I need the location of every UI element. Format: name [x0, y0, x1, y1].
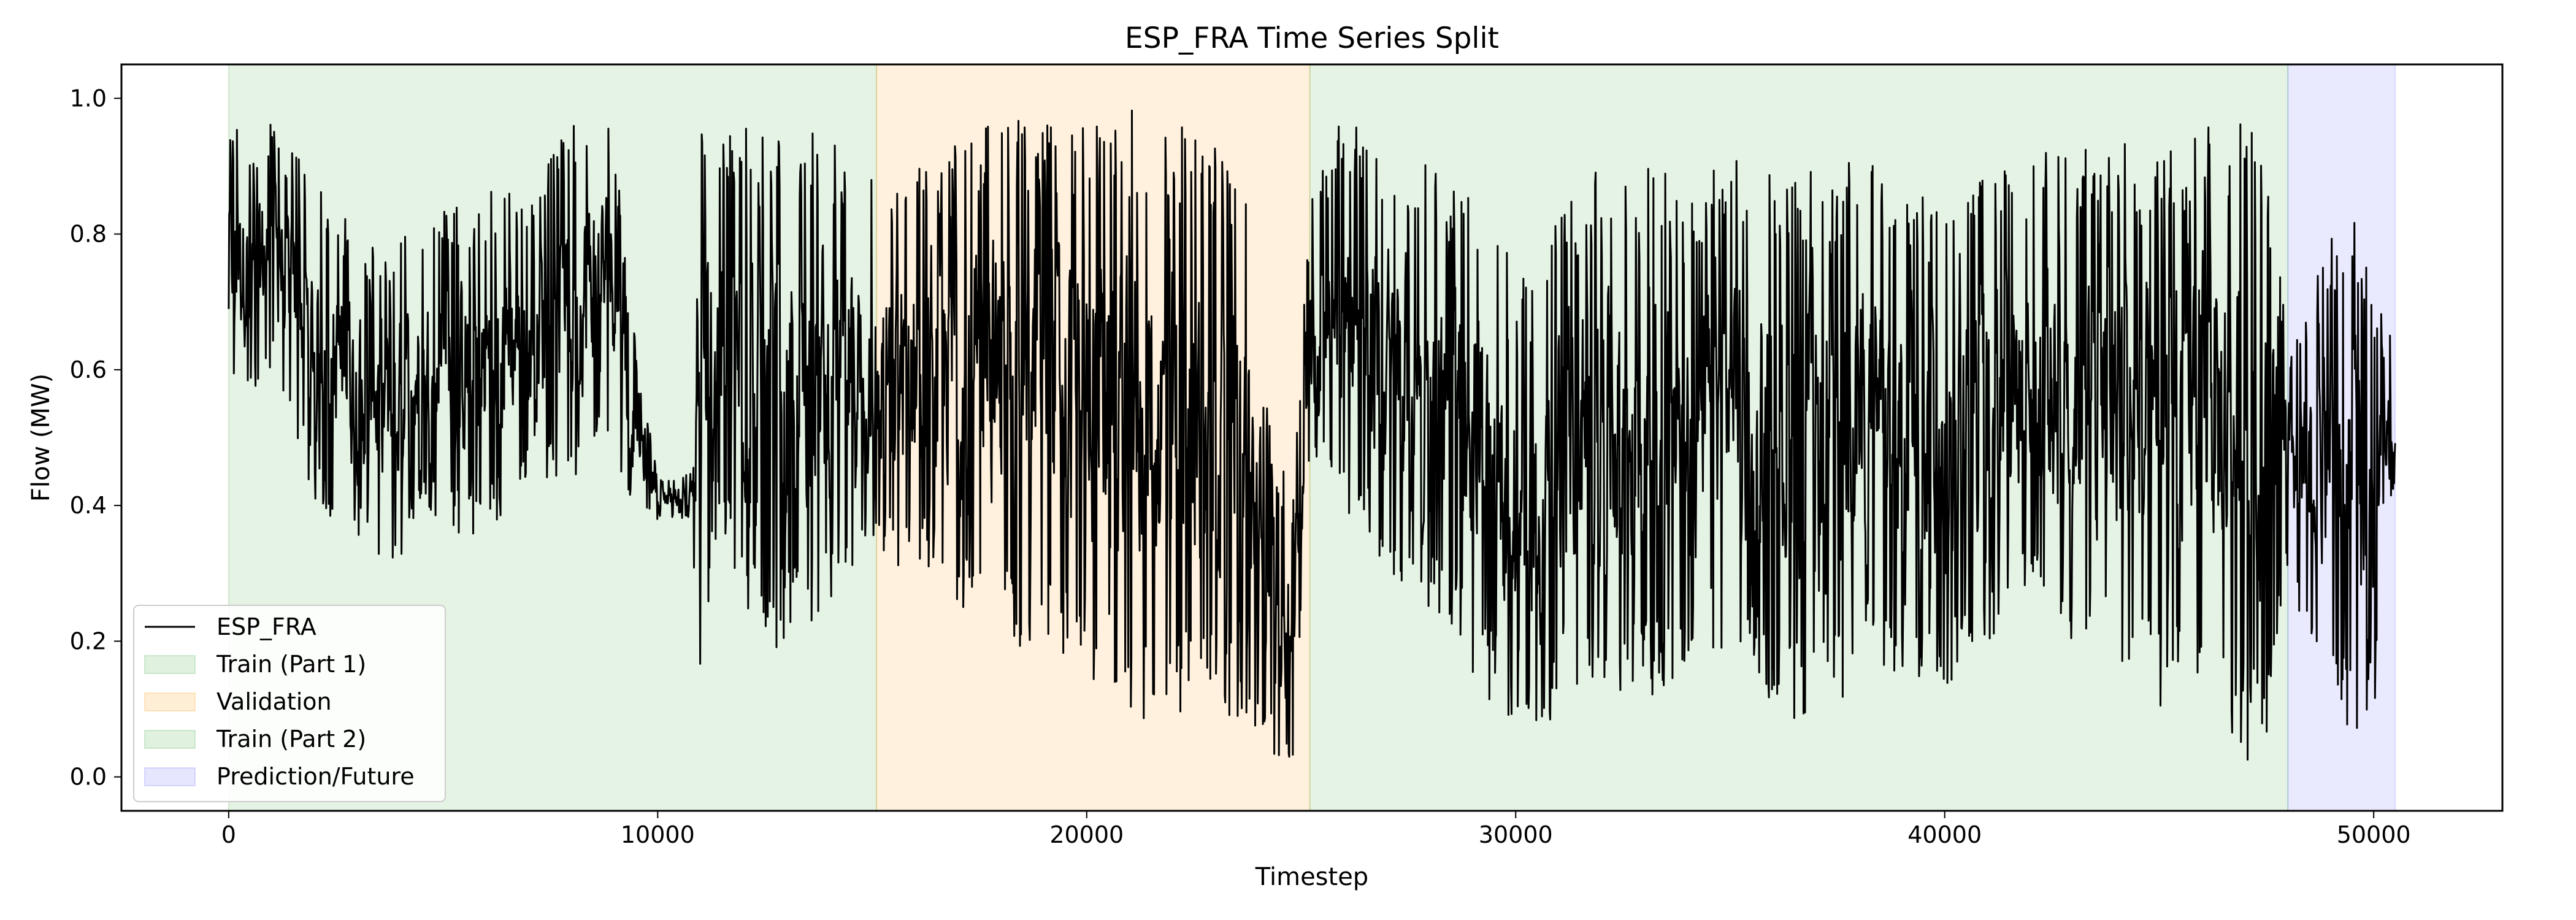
legend-label: Train (Part 2) — [216, 726, 366, 753]
y-axis-ticks: 0.0 0.2 0.4 0.6 0.8 1.0 — [70, 85, 121, 791]
x-axis-label: Timestep — [1255, 863, 1368, 891]
legend-label: Validation — [217, 688, 332, 715]
series-group — [228, 109, 2396, 761]
y-tick-label: 0.0 — [70, 764, 107, 791]
legend-swatch-span — [144, 655, 196, 674]
series-line-esp-fra — [228, 109, 2396, 761]
legend-label: Train (Part 1) — [216, 651, 366, 678]
legend: ESP_FRA Train (Part 1) Validation Train (Pa… — [133, 605, 446, 802]
y-tick-label: 0.2 — [70, 627, 107, 654]
y-tick-label: 0.8 — [70, 221, 107, 248]
x-axis-ticks: 0 10000 20000 30000 40000 50000 — [221, 811, 2411, 848]
y-tick-label: 0.6 — [70, 356, 107, 383]
chart-title: ESP_FRA Time Series Split — [1125, 21, 1499, 55]
x-tick-label: 20000 — [1049, 821, 1124, 848]
x-tick-label: 0 — [221, 821, 236, 848]
x-tick-label: 30000 — [1479, 821, 1553, 848]
legend-swatch-span — [144, 767, 196, 786]
y-tick-label: 1.0 — [70, 85, 107, 112]
x-tick-label: 40000 — [1907, 821, 1982, 848]
legend-swatch-span — [144, 692, 196, 711]
y-tick-label: 0.4 — [70, 492, 107, 519]
legend-box — [133, 605, 446, 802]
axes-frame — [120, 63, 2504, 812]
legend-label: ESP_FRA — [217, 613, 316, 640]
x-tick-label: 50000 — [2337, 821, 2411, 848]
legend-label: Prediction/Future — [217, 763, 415, 790]
x-tick-label: 10000 — [621, 821, 695, 848]
legend-swatch-span — [144, 730, 196, 749]
y-axis-label: Flow (MW) — [27, 374, 55, 502]
